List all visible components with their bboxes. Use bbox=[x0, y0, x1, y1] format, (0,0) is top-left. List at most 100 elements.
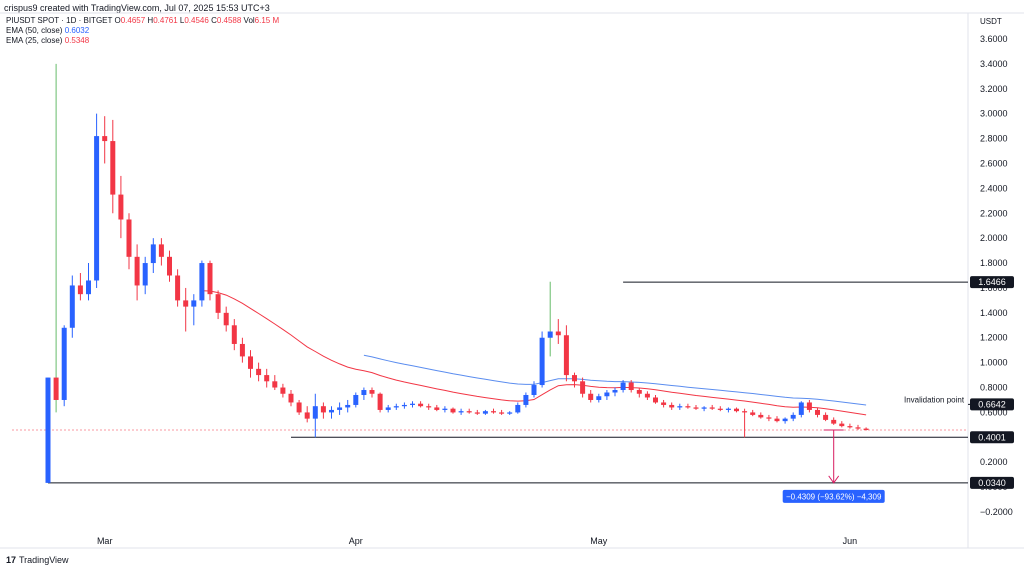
candle-body bbox=[118, 194, 124, 220]
y-tick-label: −0.2000 bbox=[980, 507, 1013, 517]
y-tick-label: 2.2000 bbox=[980, 208, 1008, 218]
candle-body bbox=[280, 387, 286, 394]
candle-body bbox=[628, 382, 634, 391]
candle-body bbox=[855, 427, 861, 429]
candle-body bbox=[312, 406, 318, 419]
candle-body bbox=[458, 411, 464, 413]
candle-body bbox=[45, 377, 51, 483]
candle-body bbox=[426, 406, 432, 408]
y-tick-label: 1.4000 bbox=[980, 308, 1008, 318]
candle-body bbox=[450, 408, 456, 413]
candle-body bbox=[523, 394, 529, 405]
y-tick-label: 0.2000 bbox=[980, 457, 1008, 467]
candle-body bbox=[53, 377, 59, 400]
candle-body bbox=[239, 343, 245, 357]
candle-body bbox=[539, 337, 545, 386]
ema50-value: 0.6032 bbox=[64, 26, 90, 35]
y-tick-label: 1.0000 bbox=[980, 358, 1008, 368]
y-tick-label: 3.6000 bbox=[980, 34, 1008, 44]
candle-body bbox=[288, 393, 294, 403]
ema25-line bbox=[201, 290, 867, 416]
candle-body bbox=[248, 356, 253, 369]
high-value: 0.4761 bbox=[153, 16, 178, 25]
candle-body bbox=[701, 407, 707, 409]
y-tick-label: 2.6000 bbox=[980, 158, 1008, 168]
ema50-label: EMA (50, close) bbox=[6, 26, 63, 35]
candle-body bbox=[782, 418, 788, 422]
candle-body bbox=[636, 390, 642, 394]
candle-body bbox=[831, 419, 837, 424]
candle-body bbox=[839, 423, 845, 427]
candle-body bbox=[596, 396, 602, 400]
candle-body bbox=[434, 407, 440, 410]
candle-body bbox=[580, 381, 586, 394]
candle-body bbox=[677, 406, 683, 408]
candle-body bbox=[709, 407, 715, 409]
candle-body bbox=[377, 393, 383, 410]
candle-body bbox=[142, 263, 148, 286]
candle-body bbox=[547, 331, 553, 338]
candle-body bbox=[604, 392, 610, 397]
price-axis-unit: USDT bbox=[980, 17, 1002, 26]
candle-body bbox=[102, 136, 108, 142]
candle-body bbox=[337, 407, 343, 410]
candle-body bbox=[491, 411, 496, 413]
y-tick-label: 0.8000 bbox=[980, 383, 1008, 393]
candle-body bbox=[207, 263, 213, 295]
candle-body bbox=[766, 417, 772, 419]
candle-body bbox=[231, 325, 237, 344]
close-label: C bbox=[211, 16, 217, 25]
candle-body bbox=[499, 412, 505, 414]
candle-body bbox=[661, 402, 667, 405]
candle-body bbox=[515, 404, 521, 413]
level-price-label: 0.4001 bbox=[978, 432, 1006, 442]
level-price-label: 0.0340 bbox=[978, 478, 1006, 488]
candle-body bbox=[717, 408, 723, 410]
candle-body bbox=[77, 285, 83, 295]
candle-body bbox=[507, 412, 513, 414]
candle-body bbox=[815, 409, 820, 415]
y-tick-label: 3.4000 bbox=[980, 59, 1008, 69]
level-price-label: 1.6466 bbox=[978, 277, 1006, 287]
candle-body bbox=[183, 300, 189, 307]
candle-body bbox=[369, 390, 375, 394]
candle-body bbox=[474, 412, 480, 414]
candle-body bbox=[175, 275, 181, 301]
candle-body bbox=[345, 404, 351, 408]
level-price-tag bbox=[970, 431, 1014, 444]
legend-ema25-row[interactable]: EMA (25, close) 0.5348 bbox=[6, 36, 279, 46]
candle-body bbox=[644, 393, 650, 398]
candle-body bbox=[256, 368, 262, 376]
candle-body bbox=[863, 428, 869, 430]
ema25-label: EMA (25, close) bbox=[6, 36, 63, 45]
y-tick-label: 1.8000 bbox=[980, 258, 1008, 268]
ema25-value: 0.5348 bbox=[64, 36, 90, 45]
y-tick-label: 1.2000 bbox=[980, 333, 1008, 343]
close-value: 0.4588 bbox=[216, 16, 242, 25]
candle-body bbox=[393, 406, 399, 408]
open-value: 0.4657 bbox=[120, 16, 146, 25]
y-tick-label: 2.8000 bbox=[980, 134, 1008, 144]
ema50-line bbox=[363, 354, 867, 406]
chart-header: crispus9 created with TradingView.com, J… bbox=[4, 3, 270, 13]
candle-body bbox=[272, 381, 278, 388]
candle-body bbox=[572, 375, 577, 382]
level-note: Invalidation point bbox=[904, 395, 965, 404]
candle-body bbox=[620, 382, 626, 391]
level-price-label: 0.6642 bbox=[978, 399, 1006, 409]
candle-body bbox=[758, 414, 764, 418]
low-label: L bbox=[179, 16, 185, 25]
candle-body bbox=[94, 136, 100, 281]
measure-label-box bbox=[782, 489, 885, 503]
candle-body bbox=[223, 312, 229, 326]
legend-ema50-row[interactable]: EMA (50, close) 0.6032 bbox=[6, 26, 279, 36]
candle-body bbox=[126, 219, 132, 257]
measure-arrowhead bbox=[828, 475, 840, 484]
candle-body bbox=[693, 407, 699, 409]
candle-body bbox=[685, 406, 691, 408]
candle-body bbox=[798, 402, 804, 415]
candle-body bbox=[725, 408, 731, 410]
candle-body bbox=[734, 408, 739, 412]
candle-body bbox=[653, 397, 658, 403]
